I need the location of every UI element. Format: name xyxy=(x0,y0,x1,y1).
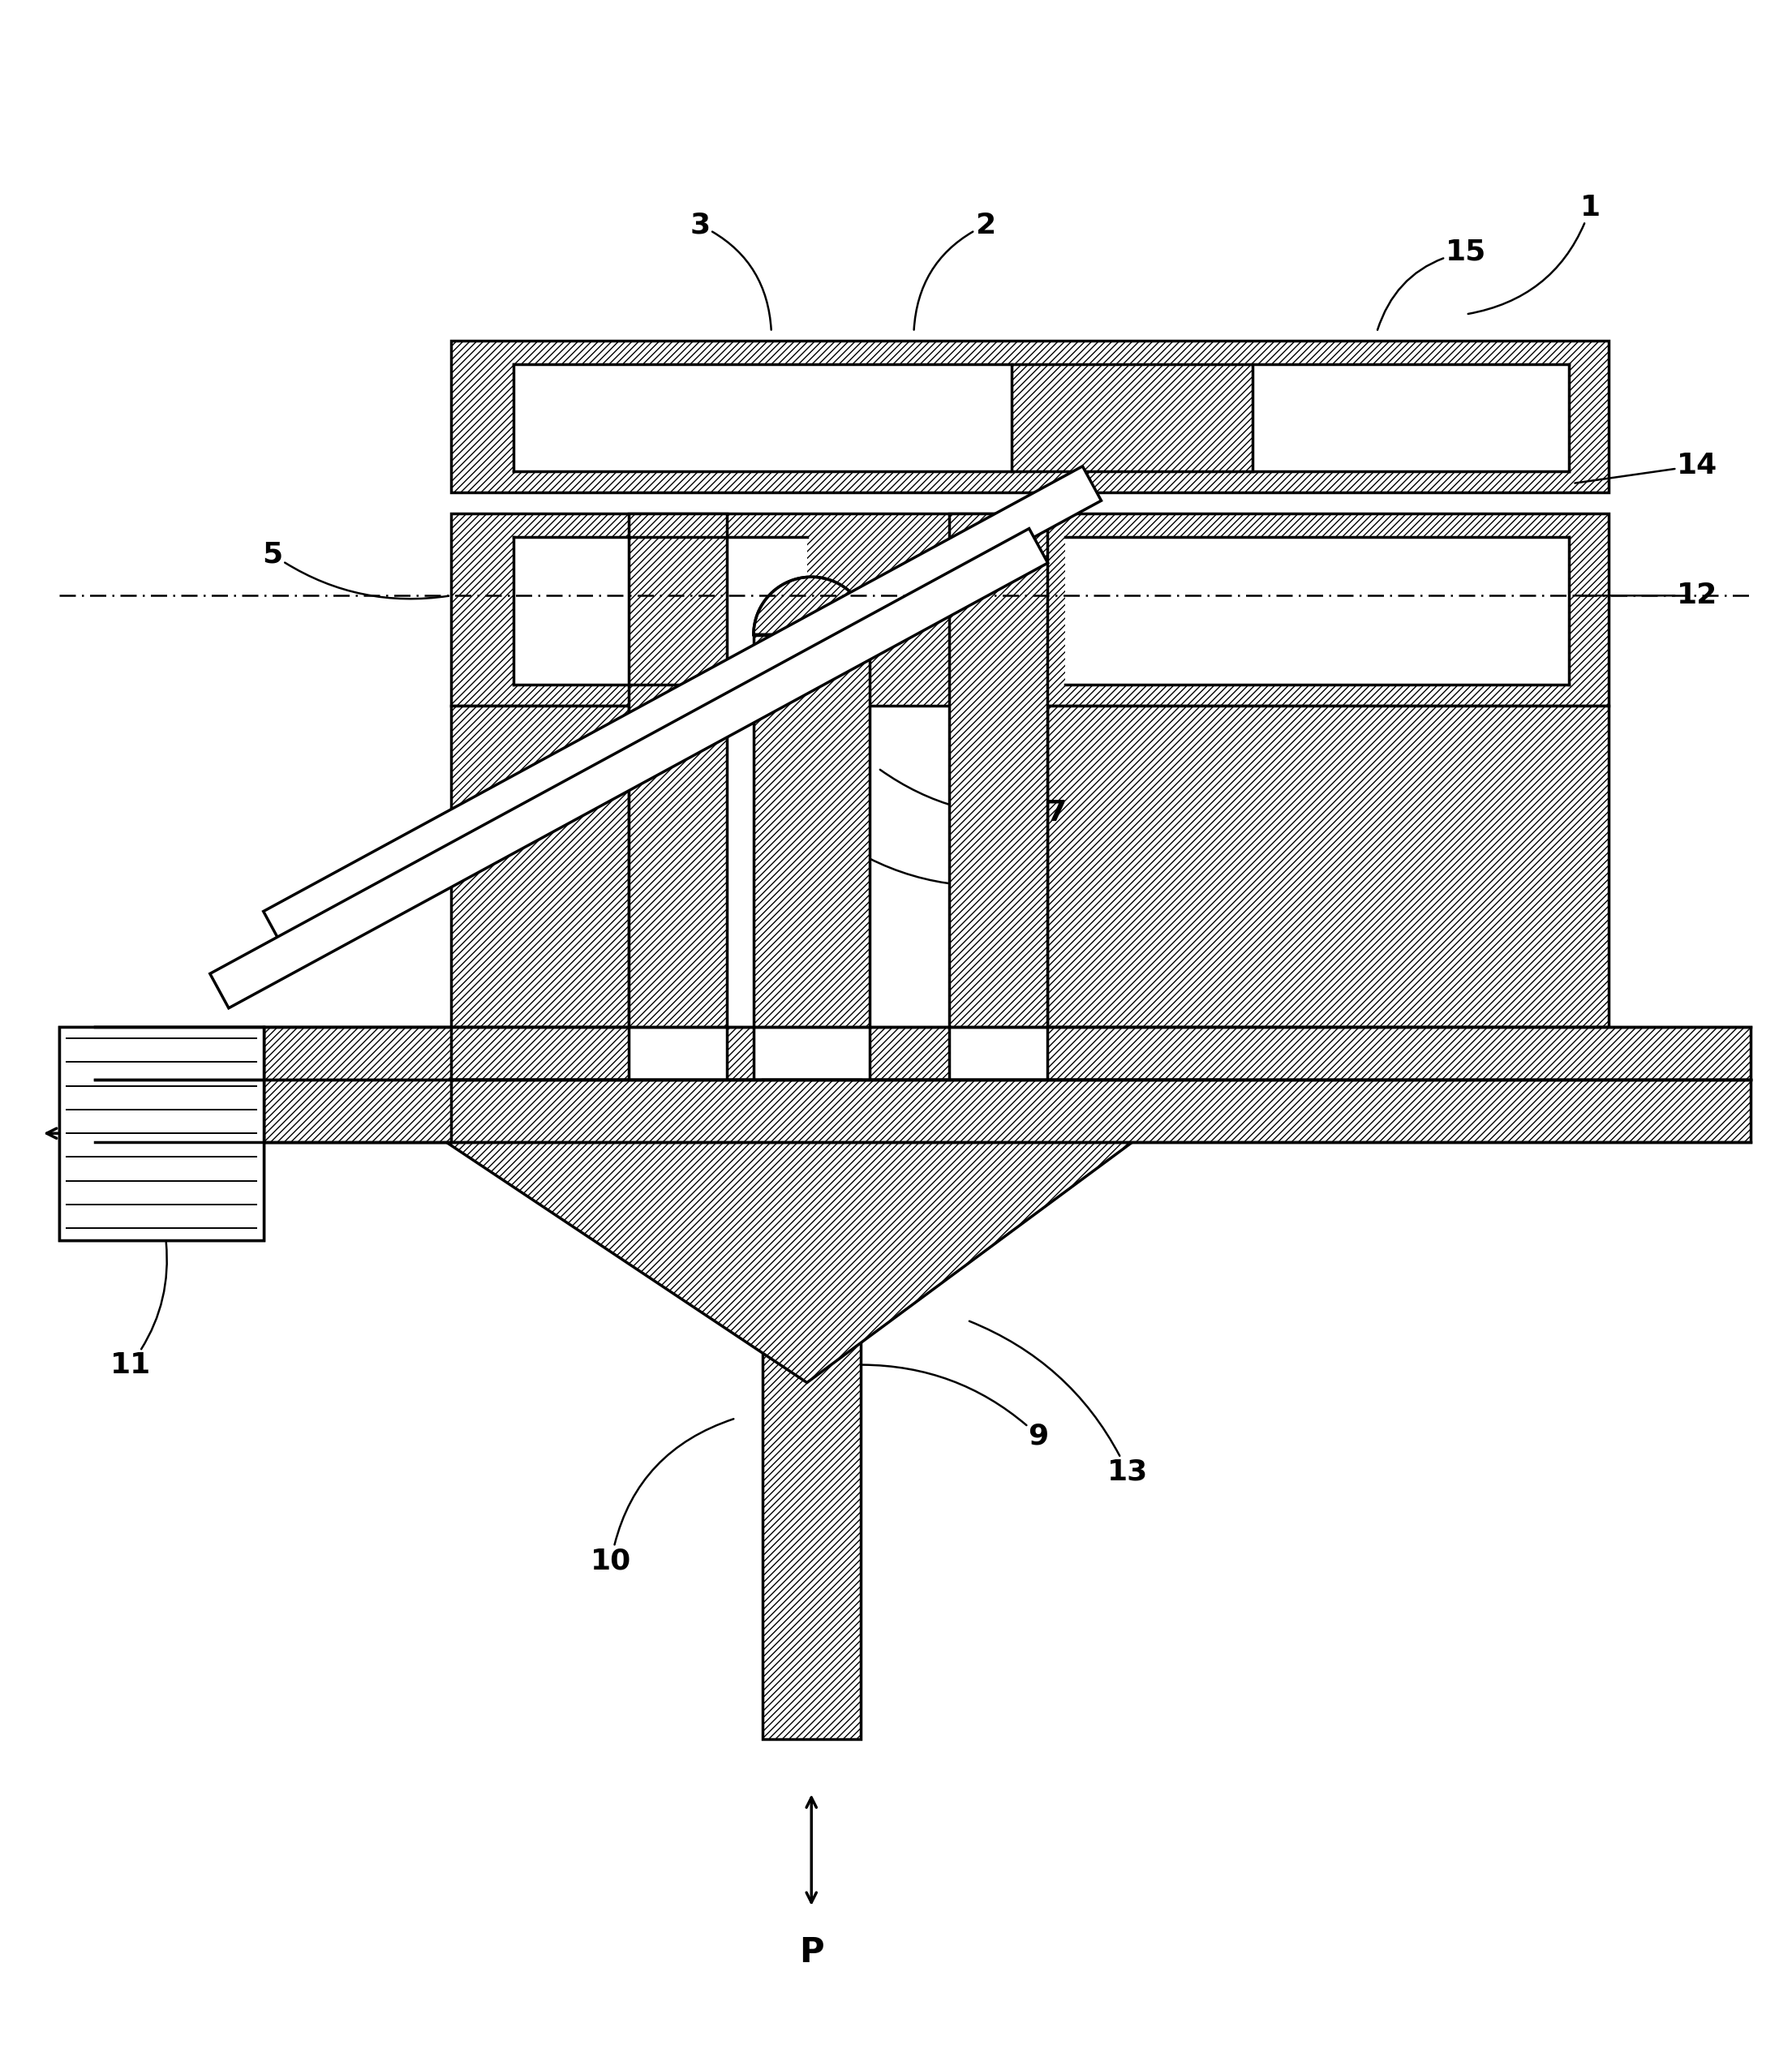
FancyBboxPatch shape xyxy=(754,634,869,1026)
Polygon shape xyxy=(754,577,869,634)
Text: 2: 2 xyxy=(914,211,995,331)
Text: 3: 3 xyxy=(690,211,771,331)
Text: Z: Z xyxy=(124,1172,145,1201)
FancyBboxPatch shape xyxy=(1047,1026,1751,1080)
Text: 11: 11 xyxy=(109,1242,167,1380)
FancyBboxPatch shape xyxy=(950,513,1047,1026)
Text: P: P xyxy=(799,1936,824,1969)
FancyBboxPatch shape xyxy=(452,706,629,1026)
Polygon shape xyxy=(210,528,1048,1008)
Text: 5: 5 xyxy=(263,540,448,599)
Bar xyxy=(59,1026,263,1240)
Text: 7: 7 xyxy=(880,770,1066,827)
Text: 6: 6 xyxy=(826,831,1030,897)
Text: 4: 4 xyxy=(1290,585,1477,614)
FancyBboxPatch shape xyxy=(95,1026,629,1080)
Bar xyxy=(513,363,1012,470)
Text: 15: 15 xyxy=(1378,238,1486,331)
Bar xyxy=(1253,363,1570,470)
Bar xyxy=(66,1033,256,1234)
Text: 8: 8 xyxy=(1521,1090,1708,1148)
FancyBboxPatch shape xyxy=(452,341,1607,493)
Text: 12: 12 xyxy=(1575,581,1719,610)
Text: 13: 13 xyxy=(969,1322,1149,1486)
FancyBboxPatch shape xyxy=(728,1026,754,1080)
FancyBboxPatch shape xyxy=(869,1026,950,1080)
Polygon shape xyxy=(263,466,1102,946)
FancyBboxPatch shape xyxy=(1012,363,1253,470)
FancyBboxPatch shape xyxy=(452,513,1607,706)
FancyBboxPatch shape xyxy=(1047,706,1607,1026)
FancyBboxPatch shape xyxy=(762,1080,860,1739)
FancyBboxPatch shape xyxy=(95,1080,1751,1141)
Polygon shape xyxy=(353,1080,1217,1382)
FancyBboxPatch shape xyxy=(263,1026,452,1141)
Text: 1: 1 xyxy=(1468,193,1600,314)
Bar xyxy=(1064,536,1570,684)
Text: 9: 9 xyxy=(862,1365,1048,1449)
Bar xyxy=(513,536,806,684)
FancyBboxPatch shape xyxy=(59,1026,263,1240)
Text: 10: 10 xyxy=(591,1419,733,1575)
FancyBboxPatch shape xyxy=(629,513,728,1026)
Text: 14: 14 xyxy=(1575,452,1719,482)
